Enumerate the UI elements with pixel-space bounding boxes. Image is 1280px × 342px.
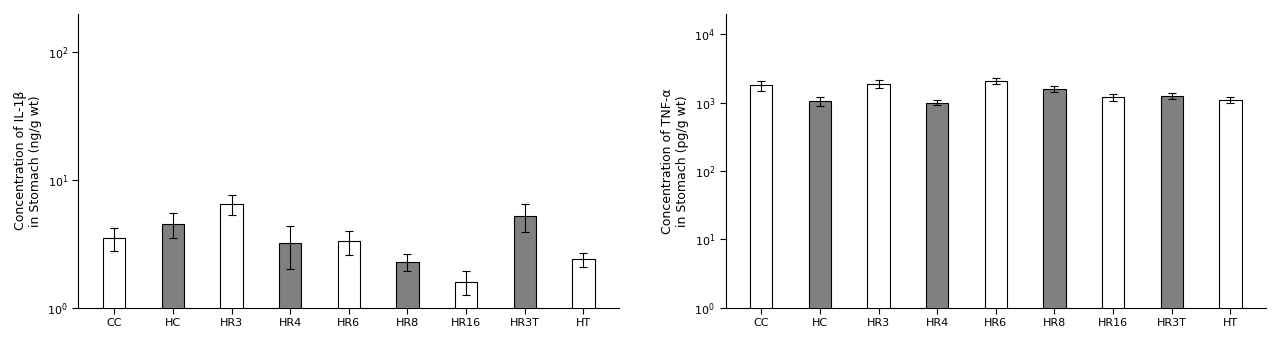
Bar [220, 204, 243, 342]
Y-axis label: Concentration of IL-1β
in Stomach (ng/g wt): Concentration of IL-1β in Stomach (ng/g … [14, 91, 42, 231]
Bar [513, 216, 536, 342]
Bar [925, 103, 948, 342]
Bar [750, 85, 772, 342]
Bar [454, 281, 477, 342]
Bar [338, 241, 360, 342]
Bar [572, 259, 594, 342]
Bar [984, 81, 1007, 342]
Bar [1102, 97, 1124, 342]
Bar [161, 224, 184, 342]
Bar [397, 262, 419, 342]
Bar [809, 101, 831, 342]
Bar [104, 238, 125, 342]
Bar [1220, 100, 1242, 342]
Bar [868, 84, 890, 342]
Bar [1161, 96, 1183, 342]
Bar [1043, 89, 1066, 342]
Bar [279, 243, 301, 342]
Y-axis label: Concentration of TNF-α
in Stomach (pg/g wt): Concentration of TNF-α in Stomach (pg/g … [660, 88, 689, 234]
